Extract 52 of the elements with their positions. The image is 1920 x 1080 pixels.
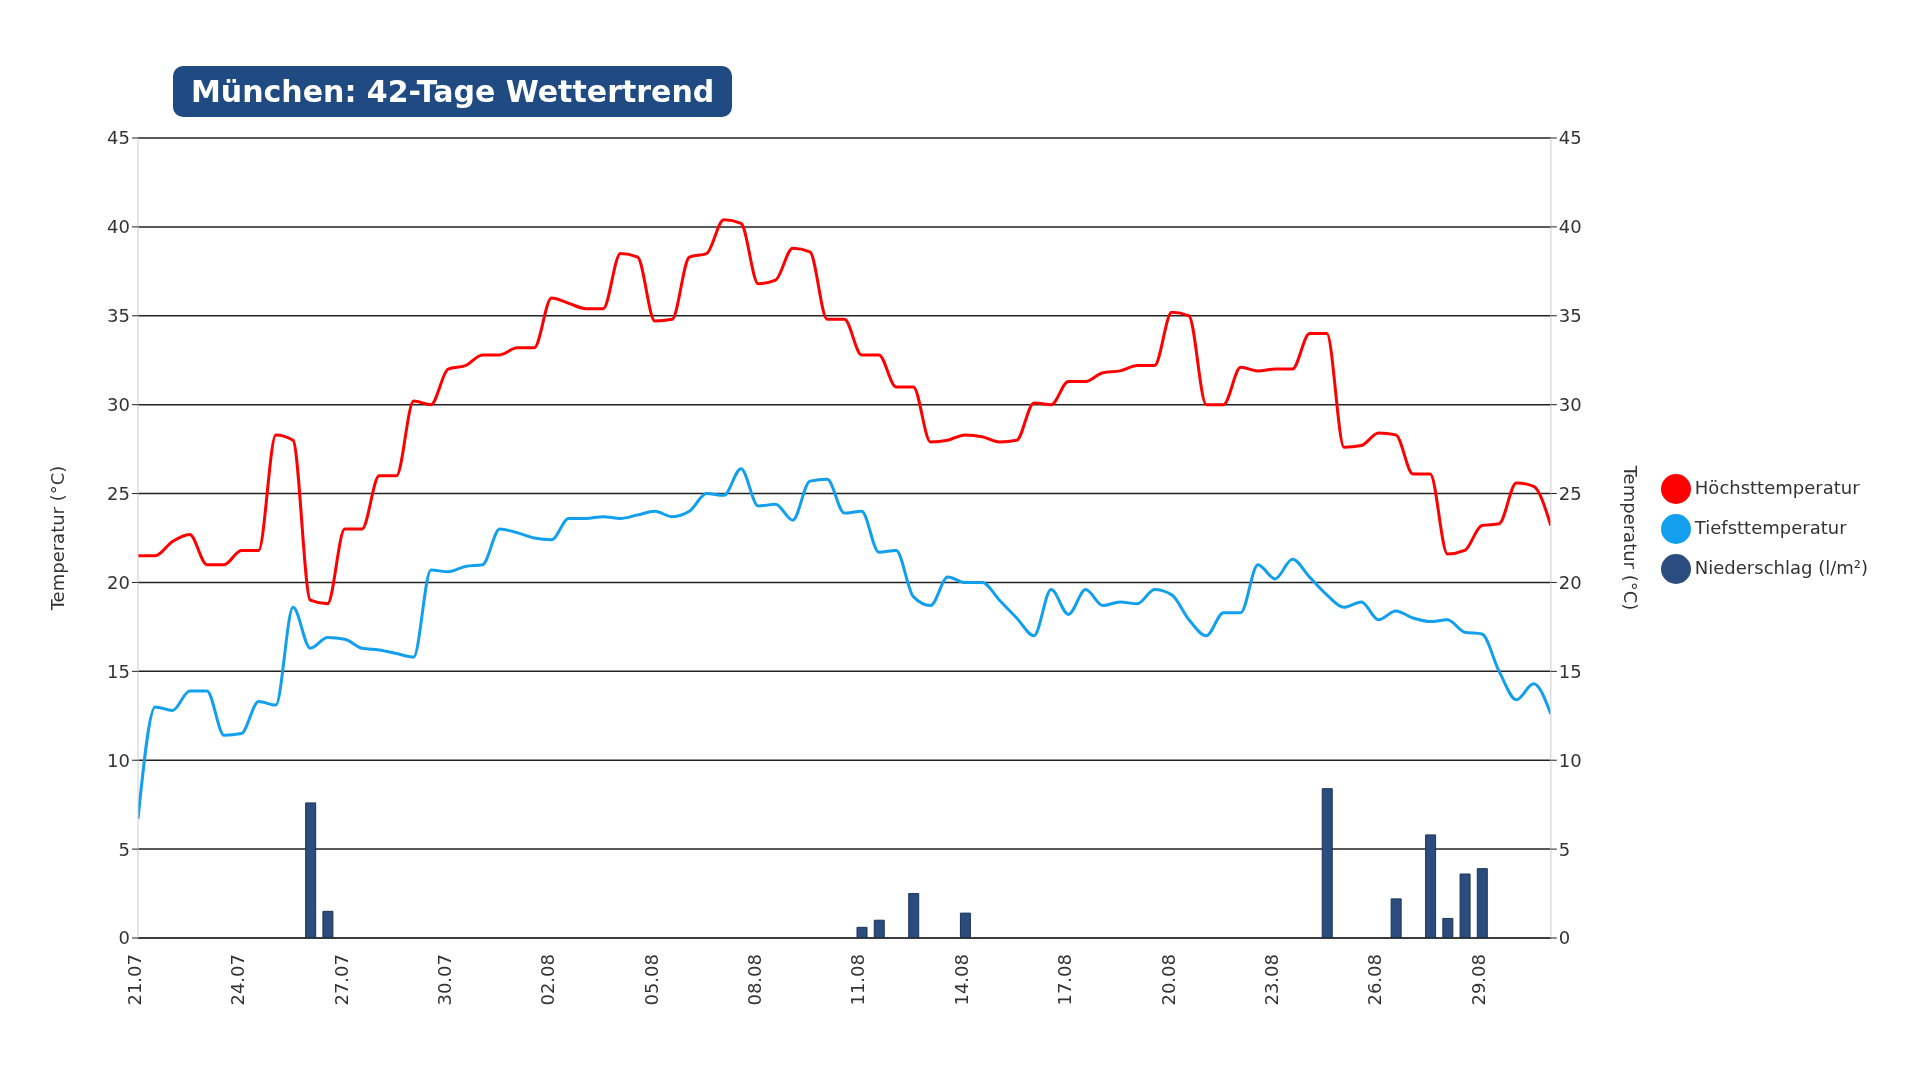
bar <box>1442 917 1454 938</box>
y2-tick-label: 25 <box>1558 482 1582 504</box>
x-tick-label: 02.08 <box>537 954 559 1006</box>
y-tick-label: 5 <box>118 838 130 860</box>
bar <box>1459 873 1471 938</box>
y2-tick-label: 10 <box>1558 749 1582 771</box>
bar <box>908 893 920 938</box>
y-tick-label: 25 <box>107 482 130 504</box>
x-tick-label: 08.08 <box>744 954 766 1006</box>
bar <box>856 926 868 938</box>
y2-axis-title: Temperatur (°C) <box>1620 464 1642 611</box>
y2-tick-label: 0 <box>1558 927 1571 949</box>
bar <box>1476 868 1488 938</box>
legend-label: Höchsttemperatur <box>1694 477 1860 498</box>
legend-label: Tiefsttemperatur <box>1694 517 1847 538</box>
y-tick-label: 10 <box>107 749 130 771</box>
y-axis-title: Temperatur (°C) <box>47 465 69 612</box>
y-tick-label: 35 <box>107 305 130 327</box>
y-tick-label: 15 <box>107 660 130 682</box>
x-tick-label: 26.08 <box>1364 954 1386 1006</box>
x-tick-label: 17.08 <box>1054 954 1076 1006</box>
bar <box>1321 788 1333 938</box>
y2-tick-label: 40 <box>1558 216 1582 238</box>
x-tick-label: 24.07 <box>227 954 249 1006</box>
chart-title: München: 42-Tage Wettertrend <box>173 66 733 117</box>
x-tick-label: 21.07 <box>123 954 145 1006</box>
y-tick-label: 0 <box>118 927 130 949</box>
x-tick-label: 23.08 <box>1260 954 1282 1006</box>
x-tick-label: 05.08 <box>640 954 662 1006</box>
bar <box>959 912 971 938</box>
y2-tick-label: 15 <box>1558 660 1582 682</box>
x-tick-label: 11.08 <box>847 954 869 1006</box>
bar <box>1390 898 1402 938</box>
y-tick-label: 40 <box>107 216 130 238</box>
legend-label: Niederschlag (l/m²) <box>1694 557 1868 578</box>
bar <box>322 910 334 938</box>
y2-tick-label: 45 <box>1558 127 1582 149</box>
y2-tick-label: 30 <box>1558 394 1582 416</box>
y2-tick-label: 5 <box>1558 838 1571 860</box>
x-tick-label: 27.07 <box>330 954 352 1006</box>
bar <box>873 919 885 938</box>
x-tick-label: 14.08 <box>950 954 972 1006</box>
bar <box>1425 834 1437 938</box>
y2-tick-label: 35 <box>1558 305 1582 327</box>
x-tick-label: 29.08 <box>1467 954 1489 1006</box>
bar <box>305 802 317 938</box>
y-tick-label: 20 <box>107 571 130 593</box>
y2-tick-label: 20 <box>1558 571 1582 593</box>
y-tick-label: 30 <box>107 394 130 416</box>
x-tick-label: 30.07 <box>433 954 455 1006</box>
x-tick-label: 20.08 <box>1157 954 1179 1006</box>
y-tick-label: 45 <box>107 127 130 149</box>
